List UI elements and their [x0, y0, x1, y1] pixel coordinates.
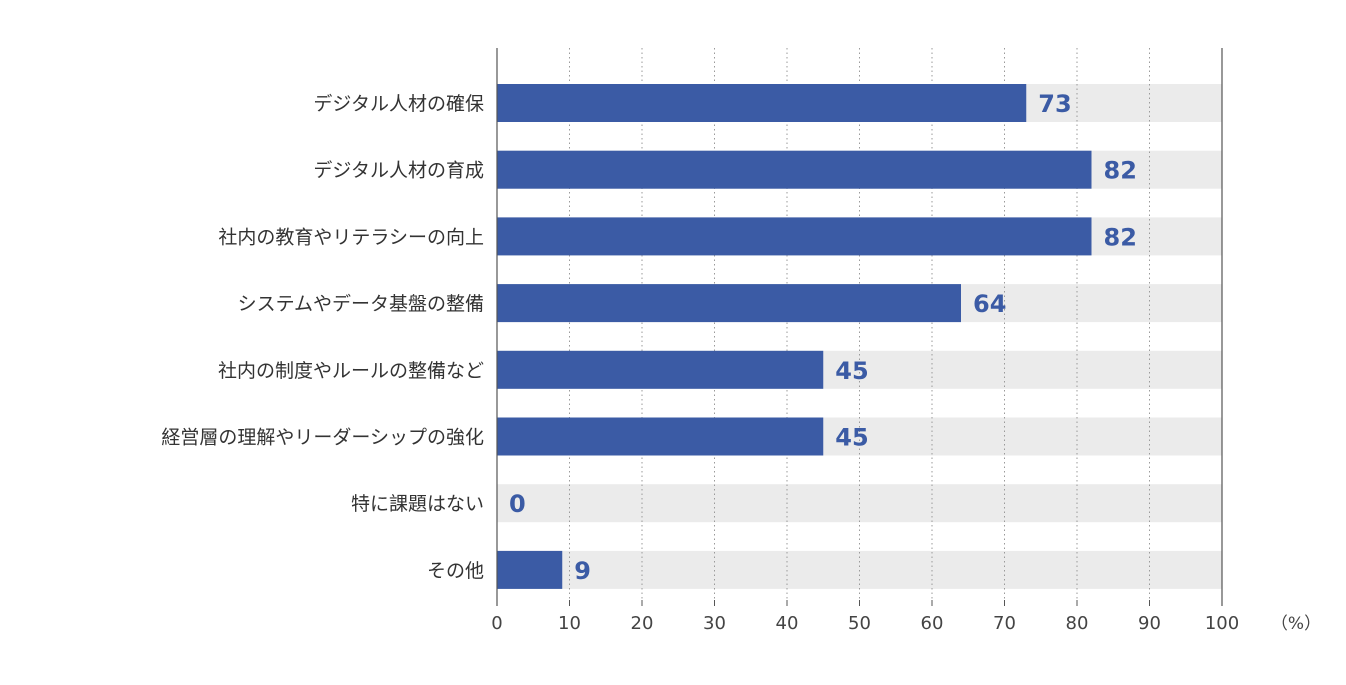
labels: 0 10 20 30 40 50 60 70 80 90 100デジタル人材の確保デジタル人材の育成…	[161, 90, 1239, 634]
x-tick-label: 80	[1066, 613, 1089, 634]
value-label: 82	[1104, 157, 1137, 185]
category-label: 社内の制度やルールの整備など	[218, 360, 484, 382]
value-label: 0	[509, 490, 526, 518]
value-label: 45	[835, 357, 868, 385]
x-tick-label: 10	[558, 613, 581, 634]
category-label: システムやデータ基盤の整備	[238, 293, 484, 315]
x-tick-label: 0	[491, 613, 502, 634]
bar	[497, 150, 1092, 189]
value-label: 9	[574, 557, 591, 585]
bars	[497, 84, 1092, 589]
category-label: 経営層の理解やリーダーシップの強化	[161, 427, 484, 449]
bar	[497, 217, 1092, 256]
x-tick-label: 100	[1205, 613, 1239, 634]
category-label: デジタル人材の育成	[313, 160, 484, 182]
value-label: 73	[1038, 90, 1071, 118]
x-tick-label: 50	[848, 613, 871, 634]
x-tick-label: 60	[921, 613, 944, 634]
category-label: 特に課題はない	[351, 493, 484, 515]
bar	[497, 350, 824, 389]
bar	[497, 417, 824, 456]
value-label: 45	[835, 424, 868, 452]
bar	[497, 84, 1027, 122]
value-label: 64	[973, 290, 1006, 318]
x-tick-label: 20	[631, 613, 654, 634]
category-label: デジタル人材の確保	[313, 93, 484, 115]
x-tick-label: 30	[703, 613, 726, 634]
x-axis-unit-label: （%）	[1271, 614, 1321, 634]
bar	[497, 284, 961, 323]
x-tick-label: 40	[776, 613, 799, 634]
axes	[496, 48, 1223, 606]
category-label: 社内の教育やリテラシーの向上	[218, 226, 484, 248]
bar	[497, 550, 563, 589]
x-tick-label: 70	[993, 613, 1016, 634]
value-label: 82	[1104, 223, 1137, 251]
x-tick-label: 90	[1138, 613, 1161, 634]
category-label: その他	[427, 560, 484, 582]
grid-lines	[569, 48, 1150, 600]
